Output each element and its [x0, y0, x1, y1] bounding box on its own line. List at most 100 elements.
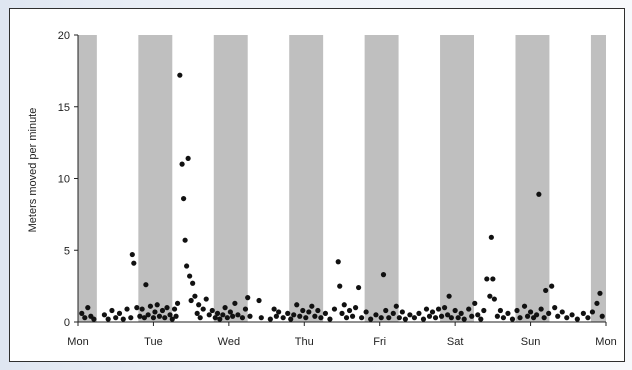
data-point-0-63: [245, 295, 251, 301]
data-point-0-116: [432, 315, 439, 321]
data-point-0-41: [188, 297, 194, 304]
data-point-0-18: [141, 315, 147, 321]
data-point-0-159: [564, 315, 570, 321]
data-point-0-65: [256, 297, 262, 304]
night-shading-group: [78, 35, 606, 322]
data-point-0-48: [203, 296, 209, 302]
data-point-0-55: [222, 305, 228, 311]
data-point-0-161: [574, 316, 580, 322]
data-point-0-111: [416, 310, 422, 316]
data-point-0-4: [91, 316, 97, 322]
data-point-0-61: [239, 315, 246, 321]
data-point-0-26: [159, 307, 166, 314]
data-point-0-165: [594, 300, 600, 306]
x-tick-label-0: Mon: [67, 336, 88, 348]
data-point-0-150: [536, 191, 542, 197]
data-point-0-50: [209, 307, 215, 314]
data-point-0-160: [569, 312, 575, 318]
data-point-0-49: [206, 312, 212, 318]
data-point-0-104: [390, 310, 396, 316]
data-points-group: [79, 72, 605, 322]
data-point-0-33: [174, 300, 181, 306]
y-axis-label: Meters moved per minute: [27, 108, 39, 233]
data-point-0-105: [393, 303, 399, 309]
data-point-0-119: [441, 305, 448, 311]
x-tick-label-3: Thu: [295, 336, 314, 348]
data-point-0-89: [339, 310, 345, 316]
data-point-0-66: [258, 315, 264, 321]
data-point-0-15: [134, 305, 140, 311]
y-tick-label-0: 0: [64, 317, 70, 329]
data-point-0-56: [224, 315, 230, 321]
data-point-0-79: [306, 309, 312, 315]
data-point-0-60: [235, 312, 241, 318]
data-point-0-13: [129, 251, 135, 258]
data-point-0-121: [446, 293, 452, 299]
data-point-0-39: [185, 155, 191, 162]
data-point-0-133: [484, 276, 490, 282]
data-point-0-140: [500, 315, 507, 321]
data-point-0-57: [227, 309, 233, 315]
data-point-0-6: [105, 316, 111, 322]
data-point-0-87: [335, 259, 341, 265]
data-point-0-17: [139, 306, 145, 312]
data-point-0-83: [318, 315, 324, 321]
night-shade-2: [213, 35, 248, 322]
data-point-0-82: [315, 307, 321, 314]
data-point-0-11: [124, 306, 130, 312]
data-point-0-100: [378, 315, 384, 321]
data-point-0-67: [267, 316, 273, 322]
data-point-0-21: [147, 303, 154, 309]
data-point-0-46: [197, 315, 203, 321]
night-shade-4: [364, 35, 399, 322]
night-shade-5: [440, 35, 474, 322]
data-point-0-58: [230, 313, 236, 319]
data-point-0-157: [555, 313, 561, 319]
data-point-0-125: [458, 310, 464, 316]
x-tick-label-2: Wed: [218, 336, 240, 348]
data-point-0-139: [497, 307, 503, 314]
data-point-0-10: [120, 316, 126, 322]
data-point-0-163: [585, 315, 591, 321]
night-shade-3: [289, 35, 324, 322]
data-point-0-130: [475, 312, 481, 318]
data-point-0-147: [527, 309, 534, 315]
data-point-0-25: [156, 313, 163, 319]
data-point-0-72: [285, 310, 291, 316]
data-point-0-64: [247, 313, 253, 319]
data-point-0-8: [113, 315, 119, 321]
data-point-0-114: [426, 313, 433, 319]
data-point-0-5: [101, 312, 107, 318]
x-tick-label-7: Mon: [595, 336, 616, 348]
data-point-0-9: [116, 310, 123, 316]
data-point-0-123: [452, 307, 458, 314]
data-point-0-103: [386, 315, 392, 321]
data-point-0-24: [154, 302, 160, 308]
data-point-0-40: [187, 273, 193, 279]
data-point-0-78: [303, 315, 309, 321]
night-shade-7: [590, 35, 606, 322]
data-point-0-132: [481, 307, 487, 314]
data-point-0-141: [505, 310, 511, 316]
x-tick-label-5: Sat: [447, 336, 464, 348]
data-point-0-158: [559, 309, 565, 315]
data-point-0-136: [490, 276, 496, 282]
night-shade-1: [138, 35, 173, 322]
data-point-0-88: [337, 283, 343, 289]
data-point-0-91: [343, 315, 350, 321]
data-point-0-151: [538, 306, 544, 312]
data-point-0-156: [552, 305, 558, 311]
data-point-0-85: [327, 316, 333, 322]
data-point-0-69: [273, 313, 279, 319]
data-point-0-112: [420, 316, 427, 322]
data-point-0-110: [411, 315, 418, 321]
data-point-0-93: [349, 313, 356, 319]
data-point-0-62: [242, 306, 249, 312]
data-point-0-99: [373, 312, 379, 318]
y-tick-label-4: 20: [58, 30, 70, 42]
data-point-0-19: [143, 282, 149, 288]
axes-group: 0 5 10 15 20 Mon Tue Wed Thu Fri Sat Sun Mon: [58, 30, 617, 348]
y-tick-label-1: 5: [64, 245, 70, 257]
data-point-0-142: [509, 316, 516, 322]
data-point-0-32: [173, 313, 179, 319]
